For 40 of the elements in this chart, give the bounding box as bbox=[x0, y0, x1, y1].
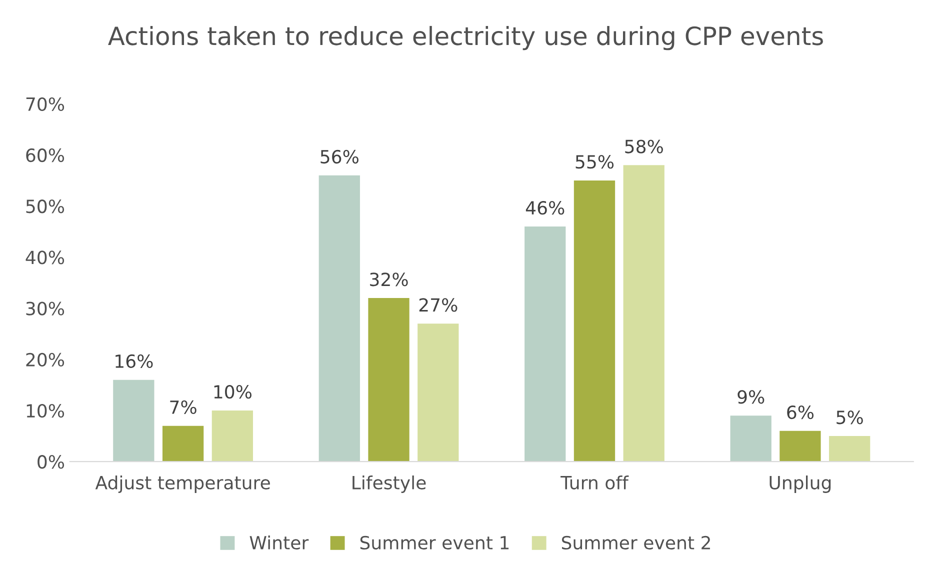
data-label: 46% bbox=[526, 201, 564, 215]
bar bbox=[829, 436, 870, 462]
data-label: 55% bbox=[576, 155, 614, 169]
bar bbox=[418, 324, 459, 462]
data-label: 32% bbox=[370, 272, 408, 286]
bar bbox=[368, 298, 410, 462]
bar bbox=[113, 380, 154, 462]
x-tick-label: Adjust temperature bbox=[95, 475, 270, 493]
bar bbox=[623, 165, 664, 462]
y-tick-label: 40% bbox=[26, 250, 64, 264]
y-tick-label: 30% bbox=[26, 302, 64, 316]
data-label: 5% bbox=[836, 410, 863, 424]
bar bbox=[730, 416, 772, 462]
data-label: 56% bbox=[320, 150, 358, 164]
y-tick-label: 50% bbox=[26, 200, 64, 214]
bar bbox=[574, 180, 616, 462]
bar bbox=[780, 430, 821, 462]
data-label: 6% bbox=[787, 405, 814, 420]
bar bbox=[318, 175, 360, 462]
data-label: 9% bbox=[738, 390, 764, 404]
legend-label: Winter bbox=[250, 536, 309, 550]
data-label: 16% bbox=[116, 354, 153, 368]
data-label: 7% bbox=[170, 400, 196, 414]
y-tick-label: 60% bbox=[26, 148, 64, 162]
y-tick-label: 20% bbox=[26, 352, 64, 367]
x-tick-label: Unplug bbox=[770, 475, 831, 493]
legend-label: Summer event 1 bbox=[360, 536, 509, 550]
x-tick-label: Turn off bbox=[560, 475, 629, 490]
legend-label: Summer event 2 bbox=[562, 536, 710, 550]
y-tick-label: 10% bbox=[26, 404, 64, 418]
bar bbox=[162, 426, 204, 462]
data-label: 27% bbox=[419, 298, 458, 312]
bar bbox=[212, 410, 253, 462]
x-tick-label: Lifestyle bbox=[352, 475, 426, 493]
data-label: 58% bbox=[625, 140, 663, 154]
chart-title: Actions taken to reduce electricity use during CPP events bbox=[108, 26, 823, 50]
y-tick-label: 70% bbox=[26, 97, 64, 111]
bar bbox=[524, 226, 566, 462]
y-tick-label: 0% bbox=[38, 455, 64, 469]
data-label: 10% bbox=[214, 385, 252, 399]
